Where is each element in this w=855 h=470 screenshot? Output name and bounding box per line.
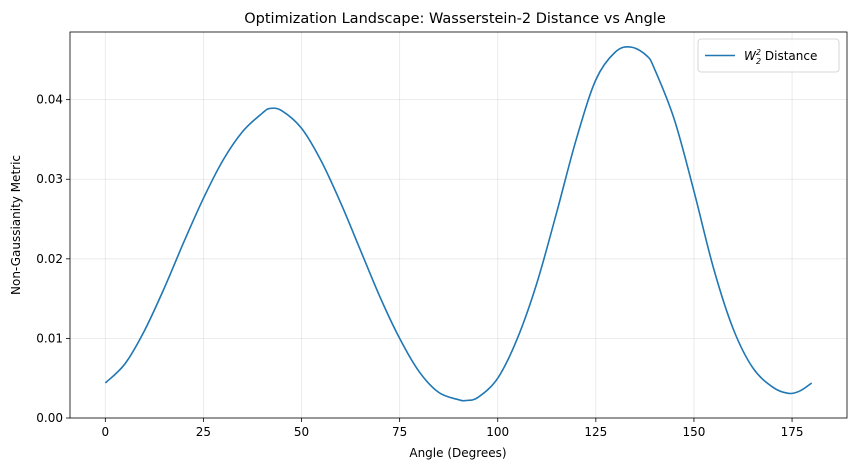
x-axis-label: Angle (Degrees)	[409, 446, 506, 460]
x-tick-label: 75	[392, 425, 407, 439]
y-axis-ticks: 0.00 0.01 0.02 0.03 0.04	[36, 93, 70, 425]
legend-label-rest: Distance	[761, 49, 817, 63]
y-tick-label: 0.03	[36, 172, 63, 186]
y-tick-label: 0.00	[36, 411, 63, 425]
y-tick-label: 0.01	[36, 331, 63, 345]
x-tick-label: 175	[781, 425, 804, 439]
legend: W2 2 Distance	[697, 38, 840, 73]
y-tick-label: 0.02	[36, 252, 63, 266]
legend-label-main: W	[744, 49, 757, 63]
chart-title: Optimization Landscape: Wasserstein-2 Di…	[244, 11, 666, 27]
y-axis-label: Non-Gaussianity Metric	[9, 155, 23, 295]
x-tick-label: 50	[294, 425, 309, 439]
legend-label: W2 2 Distance	[744, 48, 817, 66]
series-layer	[104, 46, 813, 402]
legend-label-sub: 2	[756, 57, 761, 66]
x-tick-label: 0	[101, 425, 109, 439]
x-tick-label: 100	[486, 425, 509, 439]
x-axis-ticks: 0 25 50 75 100 125 150 175	[101, 418, 804, 439]
x-tick-label: 125	[584, 425, 607, 439]
x-tick-label: 150	[683, 425, 706, 439]
series-line	[104, 46, 813, 402]
legend-label-sup: 2	[756, 48, 761, 57]
legend-box	[697, 38, 840, 73]
x-tick-label: 25	[196, 425, 211, 439]
y-tick-label: 0.04	[36, 93, 63, 107]
plot-area-frame	[69, 31, 848, 419]
